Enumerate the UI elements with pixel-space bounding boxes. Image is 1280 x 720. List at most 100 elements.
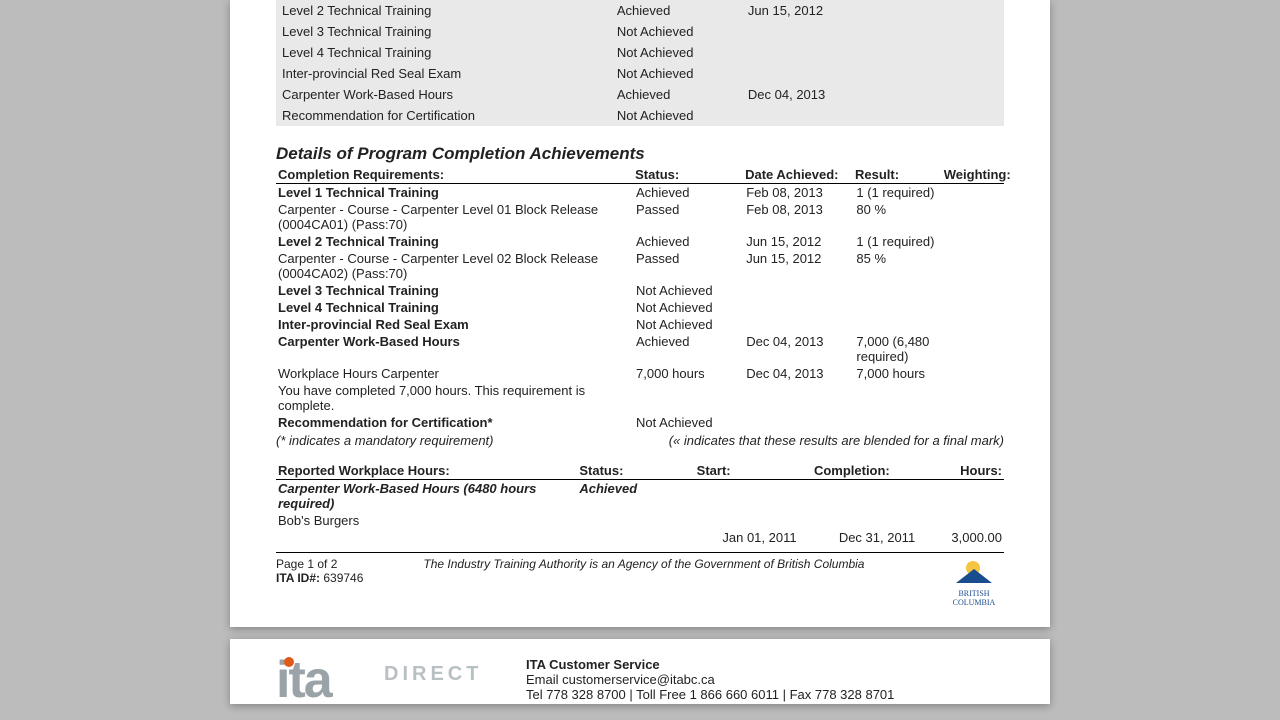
details-date: Dec 04, 2013	[744, 333, 854, 365]
details-date	[744, 382, 854, 414]
summary-table: Level 2 Technical Training Achieved Jun 15…	[276, 0, 1004, 126]
details-result: 7,000 (6,480 required)	[854, 333, 943, 365]
details-status: Not Achieved	[634, 316, 744, 333]
hours-employer-row: Bob's Burgers	[276, 512, 1004, 529]
summary-status: Not Achieved	[611, 21, 742, 42]
details-status: Achieved	[634, 333, 744, 365]
col-header-status: Status:	[633, 166, 743, 183]
footer-left: Page 1 of 2 ITA ID#: 639746	[276, 557, 363, 585]
details-req: Level 2 Technical Training	[276, 233, 634, 250]
summary-date	[742, 63, 1004, 84]
logo-dot-icon	[284, 657, 294, 667]
details-row: Carpenter Work-Based HoursAchievedDec 04…	[276, 333, 1004, 365]
details-row: You have completed 7,000 hours. This req…	[276, 382, 1004, 414]
details-weight	[943, 316, 1004, 333]
bc-logo: BRITISH COLUMBIA	[944, 557, 1004, 607]
summary-status: Not Achieved	[611, 42, 742, 63]
note-blended: (« indicates that these results are blen…	[669, 433, 1004, 448]
page-number: Page 1 of 2	[276, 557, 363, 571]
document-page-1: Level 2 Technical TrainingAchievedJun 15…	[230, 0, 1050, 627]
page-gap	[0, 627, 1280, 639]
details-result: 80 %	[854, 201, 943, 233]
details-row: Carpenter - Course - Carpenter Level 01 …	[276, 201, 1004, 233]
summary-date: Jun 15, 2012	[742, 0, 1004, 21]
document-page-2: ita DIRECT ITA Customer Service Email cu…	[230, 639, 1050, 704]
summary-row: Level 2 Technical TrainingAchievedJun 15…	[276, 0, 1004, 21]
ita-id-label: ITA ID#:	[276, 571, 320, 585]
summary-req: Level 3 Technical Training	[276, 21, 611, 42]
details-result	[854, 299, 943, 316]
details-header-row: Completion Requirements: Status: Date Ac…	[276, 166, 1004, 184]
col-header-start: Start:	[695, 462, 812, 479]
details-date: Jun 15, 2012	[744, 250, 854, 282]
details-weight	[943, 233, 1004, 250]
col-header-completion: Completion:	[812, 462, 915, 479]
contact-phone: Tel 778 328 8700 | Toll Free 1 866 660 6…	[526, 687, 894, 702]
summary-status: Achieved	[611, 84, 742, 105]
details-status: Achieved	[634, 233, 744, 250]
hours-data-row: Jan 01, 2011 Dec 31, 2011 3,000.00	[276, 529, 1004, 546]
col-header-reported-hours: Reported Workplace Hours:	[276, 462, 577, 479]
summary-date	[742, 105, 1004, 126]
notes-row: (* indicates a mandatory requirement) («…	[276, 433, 1004, 448]
details-weight	[943, 382, 1004, 414]
details-status: Passed	[634, 201, 744, 233]
summary-row: Level 3 Technical TrainingNot Achieved	[276, 21, 1004, 42]
details-weight	[943, 250, 1004, 282]
col-header-requirements: Completion Requirements:	[276, 166, 633, 183]
details-date	[744, 414, 854, 431]
logo-direct-text: DIRECT	[384, 663, 482, 686]
details-weight	[943, 184, 1004, 201]
summary-req: Level 4 Technical Training	[276, 42, 611, 63]
details-status: Not Achieved	[634, 414, 744, 431]
ita-id-value: 639746	[323, 571, 363, 585]
details-req: You have completed 7,000 hours. This req…	[276, 382, 634, 414]
summary-date	[742, 21, 1004, 42]
details-date	[744, 316, 854, 333]
ita-direct-logo: ita DIRECT	[276, 657, 486, 704]
summary-req: Level 2 Technical Training	[276, 0, 611, 21]
summary-status: Not Achieved	[611, 105, 742, 126]
hours-title: Carpenter Work-Based Hours (6480 hours r…	[276, 480, 577, 512]
hours-employer: Bob's Burgers	[276, 512, 577, 529]
details-weight	[943, 299, 1004, 316]
details-body: Level 1 Technical TrainingAchievedFeb 08…	[276, 184, 1004, 431]
hours-title-row: Carpenter Work-Based Hours (6480 hours r…	[276, 480, 1004, 512]
reported-hours-section: Reported Workplace Hours: Status: Start:…	[276, 462, 1004, 546]
details-date: Feb 08, 2013	[744, 184, 854, 201]
details-status: 7,000 hours	[634, 365, 744, 382]
details-weight	[943, 414, 1004, 431]
page-footer: Page 1 of 2 ITA ID#: 639746 The Industry…	[276, 552, 1004, 607]
col-header-result: Result:	[853, 166, 942, 183]
details-row: Level 3 Technical TrainingNot Achieved	[276, 282, 1004, 299]
contact-email: Email customerservice@itabc.ca	[526, 672, 894, 687]
summary-req: Recommendation for Certification	[276, 105, 611, 126]
details-req: Carpenter - Course - Carpenter Level 02 …	[276, 250, 634, 282]
summary-date: Dec 04, 2013	[742, 84, 1004, 105]
summary-status: Not Achieved	[611, 63, 742, 84]
summary-row: Level 4 Technical TrainingNot Achieved	[276, 42, 1004, 63]
details-result	[854, 316, 943, 333]
section-title: Details of Program Completion Achievemen…	[276, 144, 1004, 164]
details-status	[634, 382, 744, 414]
details-date	[744, 282, 854, 299]
details-result	[854, 414, 943, 431]
details-req: Inter-provincial Red Seal Exam	[276, 316, 634, 333]
hours-amount: 3,000.00	[917, 529, 1004, 546]
details-req: Carpenter - Course - Carpenter Level 01 …	[276, 201, 634, 233]
details-row: Carpenter - Course - Carpenter Level 02 …	[276, 250, 1004, 282]
hours-completion: Dec 31, 2011	[817, 529, 918, 546]
details-result: 85 %	[854, 250, 943, 282]
details-date: Feb 08, 2013	[744, 201, 854, 233]
summary-req: Inter-provincial Red Seal Exam	[276, 63, 611, 84]
details-row: Workplace Hours Carpenter7,000 hoursDec …	[276, 365, 1004, 382]
details-result: 7,000 hours	[854, 365, 943, 382]
details-date	[744, 299, 854, 316]
details-req: Level 4 Technical Training	[276, 299, 634, 316]
details-req: Level 3 Technical Training	[276, 282, 634, 299]
details-result: 1 (1 required)	[854, 184, 943, 201]
details-date: Jun 15, 2012	[744, 233, 854, 250]
details-date: Dec 04, 2013	[744, 365, 854, 382]
note-mandatory: (* indicates a mandatory requirement)	[276, 433, 494, 448]
details-result: 1 (1 required)	[854, 233, 943, 250]
